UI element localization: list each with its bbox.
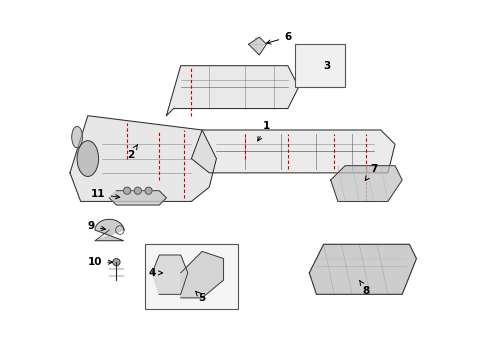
Ellipse shape	[145, 187, 152, 194]
Circle shape	[113, 258, 120, 266]
Polygon shape	[181, 251, 223, 298]
Ellipse shape	[134, 187, 142, 194]
Polygon shape	[152, 255, 188, 294]
Text: 5: 5	[196, 291, 206, 303]
Text: 9: 9	[88, 221, 105, 231]
Polygon shape	[309, 244, 416, 294]
Polygon shape	[70, 116, 217, 202]
Bar	[295, 44, 345, 87]
Polygon shape	[192, 130, 395, 173]
Text: 4: 4	[148, 268, 163, 278]
Bar	[145, 244, 238, 309]
Text: 10: 10	[88, 257, 113, 267]
Polygon shape	[331, 166, 402, 202]
Text: 6: 6	[267, 32, 292, 44]
Text: 2: 2	[127, 145, 138, 160]
Polygon shape	[95, 219, 123, 241]
Ellipse shape	[72, 126, 82, 148]
Text: 3: 3	[323, 61, 331, 71]
Ellipse shape	[77, 141, 98, 176]
Text: 7: 7	[365, 164, 377, 180]
Text: 1: 1	[258, 121, 270, 141]
Ellipse shape	[123, 187, 131, 194]
Text: 11: 11	[91, 189, 120, 199]
Polygon shape	[167, 66, 298, 116]
Polygon shape	[248, 37, 267, 55]
Polygon shape	[109, 191, 167, 205]
Text: 8: 8	[360, 280, 370, 296]
